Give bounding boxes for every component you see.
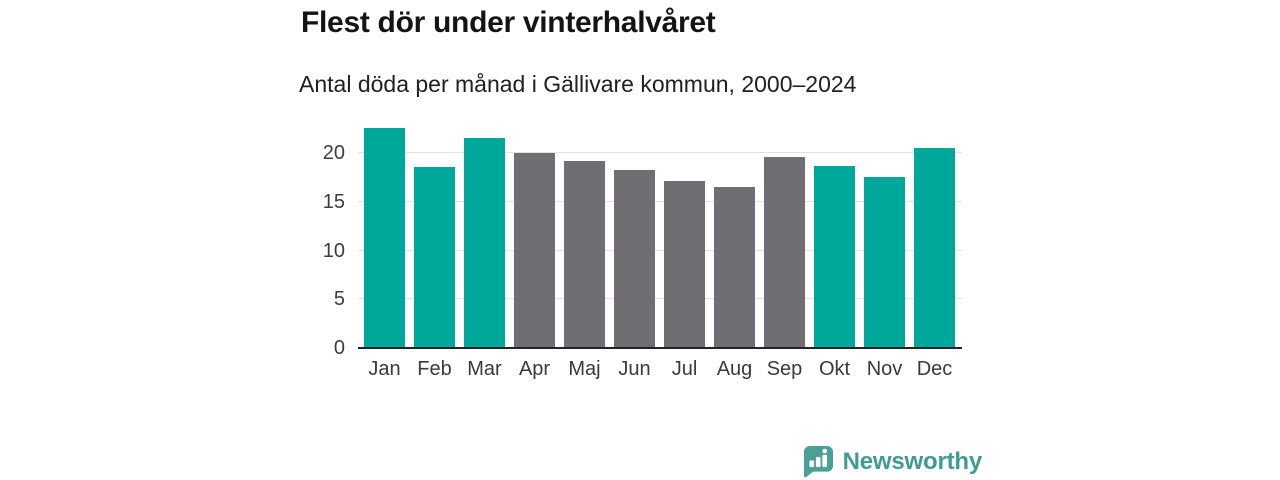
x-tick-label-jul: Jul (671, 358, 698, 380)
gridline-20 (358, 152, 962, 154)
gridline-5 (358, 298, 962, 300)
bar-okt (814, 165, 855, 347)
x-tick-label-maj: Maj (568, 358, 601, 380)
bars (358, 120, 962, 347)
newsworthy-logo[interactable]: Newsworthy (803, 445, 982, 478)
gridline-15 (358, 200, 962, 202)
x-tick-label-okt: Okt (818, 358, 851, 380)
bar-sep (764, 157, 805, 347)
x-tick-label-aug: Aug (716, 358, 753, 380)
bar-apr (514, 153, 555, 347)
newsworthy-bar-chart-bubble-icon (803, 446, 833, 478)
newsworthy-wordmark: Newsworthy (842, 447, 983, 475)
x-tick-label-feb: Feb (417, 358, 452, 380)
y-tick-label-0: 0 (333, 337, 345, 359)
gridline-10 (358, 249, 962, 251)
x-tick-label-apr: Apr (518, 358, 551, 380)
x-tick-label-sep: Sep (766, 358, 803, 380)
bar-jan (364, 127, 405, 347)
bar-jun (614, 169, 655, 347)
x-tick-label-jan: Jan (368, 358, 401, 380)
bar-aug (714, 187, 755, 347)
bar-chart: 0 5 10 15 20 (294, 120, 986, 358)
y-tick-label-15: 15 (322, 190, 345, 213)
bar-jul (664, 181, 705, 347)
y-tick-label-10: 10 (322, 239, 345, 262)
plot-area (358, 120, 962, 349)
y-tick-label-5: 5 (333, 288, 345, 311)
bar-nov (864, 176, 905, 347)
x-tick-label-dec: Dec (916, 358, 953, 380)
x-axis-month-labels: Jan Feb Mar Apr Maj Jun Jul Aug Sep Okt Nov Dec (358, 358, 962, 381)
chart-title: Flest dör under vinterhalvåret (301, 6, 716, 39)
chart-subtitle: Antal döda per månad i Gällivare kommun,… (299, 71, 857, 97)
bar-mar (464, 137, 505, 347)
bar-maj (564, 160, 605, 347)
y-axis: 0 5 10 15 20 (294, 120, 358, 358)
y-tick-label-20: 20 (322, 142, 345, 165)
x-tick-label-jun: Jun (618, 358, 651, 380)
bar-feb (414, 166, 455, 347)
x-tick-label-mar: Mar (467, 358, 502, 380)
x-tick-label-nov: Nov (866, 358, 903, 380)
bar-dec (914, 148, 955, 347)
chart-figure: Flest dör under vinterhalvåret Antal död… (294, 0, 986, 480)
